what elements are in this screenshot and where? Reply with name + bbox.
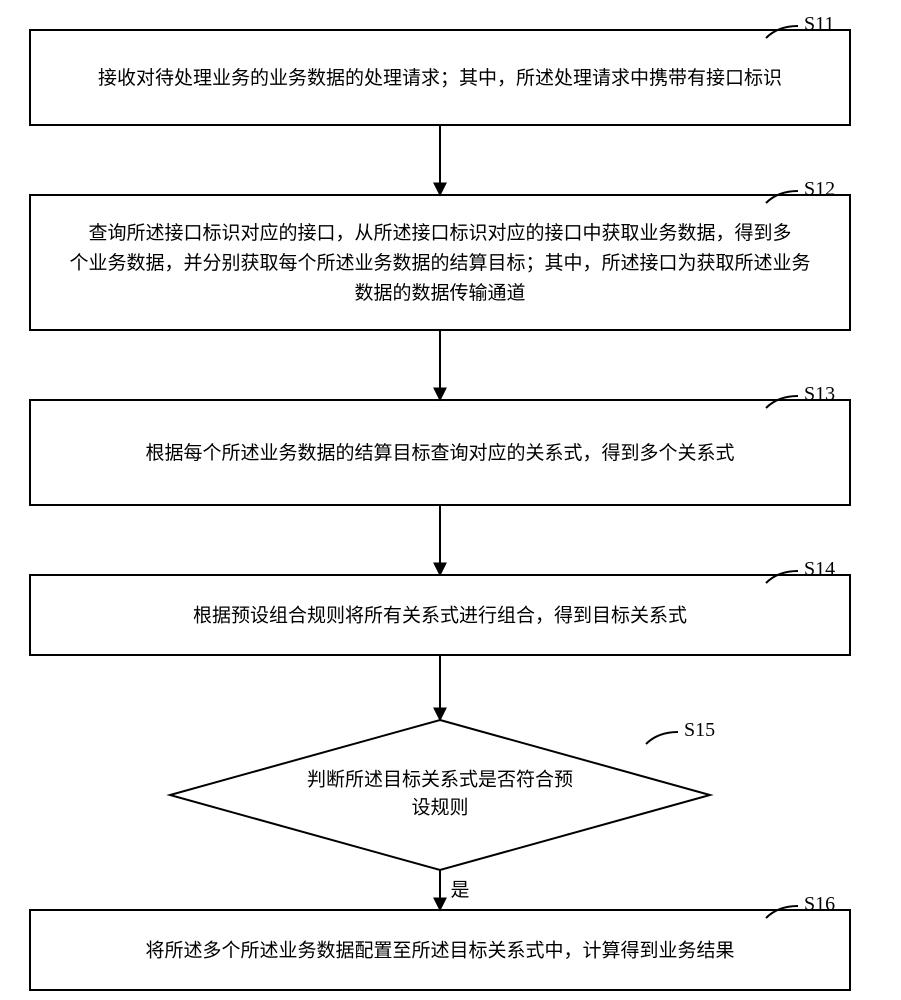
callout-tick — [766, 191, 798, 203]
node-text: 设规则 — [411, 796, 468, 818]
flow-node-s11: 接收对待处理业务的业务数据的处理请求；其中，所述处理请求中携带有接口标识 S11 — [30, 13, 850, 125]
flow-node-s15: 判断所述目标关系式是否符合预设规则 S15 — [170, 719, 715, 870]
step-label: S16 — [804, 893, 835, 915]
node-text: 根据每个所述业务数据的结算目标查询对应的关系式，得到多个关系式 — [145, 442, 734, 464]
callout-tick — [766, 396, 798, 408]
step-label: S12 — [804, 178, 835, 200]
edge-label: 是 — [450, 880, 469, 901]
step-label: S14 — [804, 558, 835, 580]
step-label: S15 — [684, 719, 715, 741]
node-text: 数据的数据传输通道 — [354, 282, 525, 304]
step-label: S13 — [804, 383, 835, 405]
node-text: 判断所述目标关系式是否符合预 — [307, 768, 573, 790]
node-text: 根据预设组合规则将所有关系式进行组合，得到目标关系式 — [193, 604, 687, 626]
step-label: S11 — [804, 13, 834, 35]
callout-tick — [766, 906, 798, 918]
node-text: 接收对待处理业务的业务数据的处理请求；其中，所述处理请求中携带有接口标识 — [98, 67, 782, 89]
callout-tick — [646, 732, 678, 744]
flow-edge: 是 — [440, 870, 470, 910]
node-text: 查询所述接口标识对应的接口，从所述接口标识对应的接口中获取业务数据，得到多 — [88, 222, 791, 244]
node-text: 将所述多个所述业务数据配置至所述目标关系式中，计算得到业务结果 — [145, 939, 734, 961]
flow-node-s12: 查询所述接口标识对应的接口，从所述接口标识对应的接口中获取业务数据，得到多个业务… — [30, 178, 850, 330]
node-text: 个业务数据，并分别获取每个所述业务数据的结算目标；其中，所述接口为获取所述业务 — [69, 252, 810, 274]
flow-node-s13: 根据每个所述业务数据的结算目标查询对应的关系式，得到多个关系式 S13 — [30, 383, 850, 505]
callout-tick — [766, 26, 798, 38]
callout-tick — [766, 571, 798, 583]
